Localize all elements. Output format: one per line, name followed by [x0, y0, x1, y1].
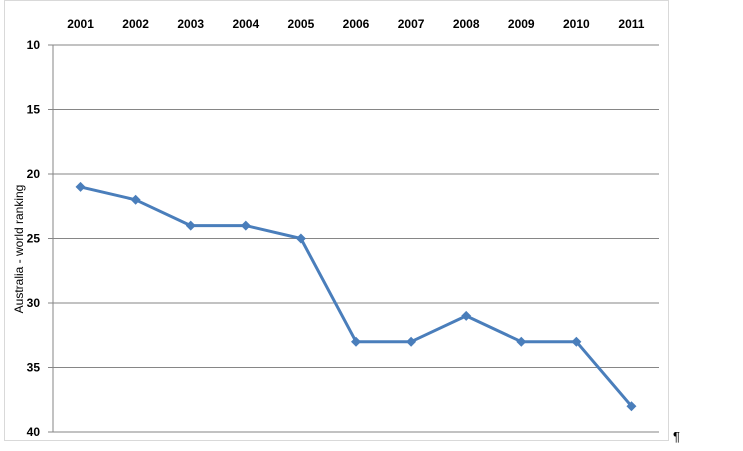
data-point [351, 336, 361, 347]
x-tick-label: 2006 [343, 17, 370, 31]
x-tick-label: 2009 [508, 17, 535, 31]
data-point [185, 220, 196, 231]
data-point [295, 233, 306, 244]
y-tick-label: 25 [27, 232, 41, 246]
y-tick-label: 15 [27, 103, 41, 117]
x-tick-label: 2008 [453, 17, 480, 31]
y-tick-label: 35 [27, 361, 41, 375]
x-tick-label: 2002 [122, 17, 149, 31]
data-point [516, 336, 527, 347]
data-point [406, 336, 417, 347]
data-point [461, 310, 472, 321]
y-tick-label: 40 [27, 425, 41, 439]
x-tick-label: 2010 [563, 17, 590, 31]
paragraph-mark: ¶ [673, 429, 680, 444]
y-tick-label: 30 [27, 296, 41, 310]
x-tick-label: 2005 [288, 17, 315, 31]
x-tick-label: 2001 [67, 17, 94, 31]
y-axis-title: Australia - world ranking [12, 185, 26, 314]
data-point [240, 220, 251, 231]
x-tick-label: 2007 [398, 17, 425, 31]
data-point [130, 194, 141, 205]
data-point [626, 401, 637, 412]
x-tick-label: 2003 [177, 17, 204, 31]
y-tick-label: 10 [27, 38, 41, 52]
series-line [80, 185, 633, 408]
x-tick-label: 2011 [618, 17, 644, 31]
data-point [75, 181, 86, 192]
chart-frame [4, 0, 669, 441]
x-tick-label: 2004 [232, 17, 259, 31]
y-tick-label: 20 [27, 167, 41, 181]
data-point [571, 336, 582, 347]
